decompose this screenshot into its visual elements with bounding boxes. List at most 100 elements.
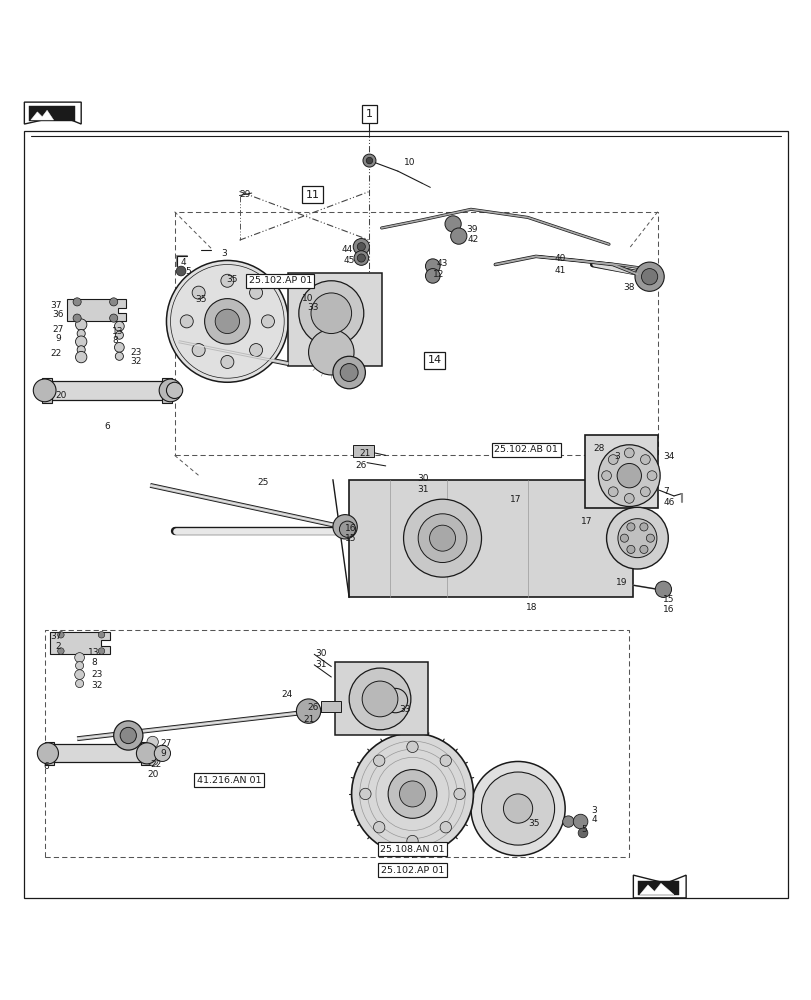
Circle shape bbox=[440, 755, 451, 766]
Bar bbox=[288, 273, 381, 366]
Circle shape bbox=[601, 471, 611, 481]
Circle shape bbox=[373, 822, 384, 833]
Text: 30: 30 bbox=[315, 649, 326, 658]
Circle shape bbox=[77, 346, 85, 354]
Circle shape bbox=[440, 822, 451, 833]
Circle shape bbox=[75, 336, 87, 347]
Circle shape bbox=[624, 448, 633, 458]
Circle shape bbox=[640, 455, 650, 464]
Text: 10: 10 bbox=[403, 158, 414, 167]
Text: 3: 3 bbox=[221, 249, 227, 258]
Circle shape bbox=[406, 835, 418, 847]
Text: 23: 23 bbox=[91, 670, 102, 679]
Circle shape bbox=[75, 351, 87, 363]
Text: 44: 44 bbox=[341, 245, 353, 254]
Text: 10: 10 bbox=[302, 294, 313, 303]
Circle shape bbox=[406, 741, 418, 753]
Circle shape bbox=[573, 814, 587, 829]
Circle shape bbox=[159, 379, 182, 402]
Text: 21: 21 bbox=[358, 449, 370, 458]
Text: 8: 8 bbox=[112, 336, 118, 345]
Circle shape bbox=[115, 331, 123, 339]
Circle shape bbox=[607, 487, 617, 497]
Text: 29: 29 bbox=[239, 190, 251, 199]
Text: 45: 45 bbox=[343, 256, 354, 265]
Circle shape bbox=[192, 344, 205, 357]
Bar bbox=[49, 381, 166, 400]
Text: 37: 37 bbox=[50, 632, 62, 641]
Circle shape bbox=[114, 342, 124, 352]
Text: 25.102.AP 01: 25.102.AP 01 bbox=[380, 866, 444, 875]
Circle shape bbox=[215, 309, 239, 334]
Circle shape bbox=[349, 668, 410, 730]
Circle shape bbox=[620, 534, 628, 542]
Polygon shape bbox=[67, 299, 126, 321]
Text: 35: 35 bbox=[195, 295, 207, 304]
Text: 24: 24 bbox=[281, 690, 293, 699]
Text: 18: 18 bbox=[526, 603, 537, 612]
Bar bbox=[320, 701, 341, 712]
Text: 33: 33 bbox=[399, 705, 410, 714]
Circle shape bbox=[221, 355, 234, 368]
Circle shape bbox=[333, 356, 365, 389]
Text: 2: 2 bbox=[55, 642, 61, 651]
Text: 22: 22 bbox=[150, 760, 161, 769]
Circle shape bbox=[115, 352, 123, 360]
Text: 27: 27 bbox=[53, 325, 64, 334]
Circle shape bbox=[388, 770, 436, 818]
Text: 40: 40 bbox=[554, 254, 565, 263]
Text: 33: 33 bbox=[307, 303, 318, 312]
Text: 15: 15 bbox=[663, 595, 674, 604]
Circle shape bbox=[114, 721, 143, 750]
Circle shape bbox=[654, 581, 671, 597]
Polygon shape bbox=[633, 875, 685, 898]
Circle shape bbox=[176, 266, 186, 276]
Text: 26: 26 bbox=[307, 703, 318, 712]
Text: 1: 1 bbox=[366, 109, 372, 119]
Circle shape bbox=[617, 519, 656, 558]
Circle shape bbox=[136, 743, 157, 764]
Text: 23: 23 bbox=[131, 348, 142, 357]
Circle shape bbox=[296, 699, 320, 723]
Bar bbox=[50, 744, 144, 762]
Circle shape bbox=[399, 781, 425, 807]
Text: 17: 17 bbox=[509, 495, 521, 504]
Circle shape bbox=[481, 772, 554, 845]
Circle shape bbox=[221, 274, 234, 287]
Text: 6: 6 bbox=[104, 422, 109, 431]
Text: 22: 22 bbox=[50, 349, 62, 358]
Text: 12: 12 bbox=[432, 270, 444, 279]
Polygon shape bbox=[24, 102, 81, 124]
Circle shape bbox=[646, 534, 654, 542]
Circle shape bbox=[75, 653, 84, 662]
Text: 41.216.AN 01: 41.216.AN 01 bbox=[196, 776, 261, 785]
Circle shape bbox=[339, 521, 355, 537]
Circle shape bbox=[616, 463, 641, 488]
Bar bbox=[141, 742, 150, 765]
Circle shape bbox=[607, 455, 617, 464]
Circle shape bbox=[33, 379, 56, 402]
Circle shape bbox=[58, 648, 64, 654]
Bar bbox=[637, 881, 678, 895]
Circle shape bbox=[641, 269, 657, 285]
Text: 25.102.AB 01: 25.102.AB 01 bbox=[494, 445, 557, 454]
Circle shape bbox=[626, 545, 634, 553]
Circle shape bbox=[180, 315, 193, 328]
Circle shape bbox=[77, 329, 85, 338]
Text: 38: 38 bbox=[623, 283, 634, 292]
Text: 16: 16 bbox=[663, 605, 674, 614]
Circle shape bbox=[373, 755, 384, 766]
Text: 6: 6 bbox=[43, 762, 49, 771]
Circle shape bbox=[425, 269, 440, 283]
Text: 42: 42 bbox=[467, 235, 478, 244]
Bar bbox=[353, 445, 373, 457]
Circle shape bbox=[311, 293, 351, 334]
Circle shape bbox=[37, 743, 58, 764]
Text: 32: 32 bbox=[131, 357, 142, 366]
Circle shape bbox=[403, 499, 481, 577]
Text: 21: 21 bbox=[303, 715, 314, 724]
Circle shape bbox=[98, 632, 105, 638]
Circle shape bbox=[362, 681, 397, 717]
Text: 36: 36 bbox=[53, 310, 64, 319]
Circle shape bbox=[75, 670, 84, 679]
